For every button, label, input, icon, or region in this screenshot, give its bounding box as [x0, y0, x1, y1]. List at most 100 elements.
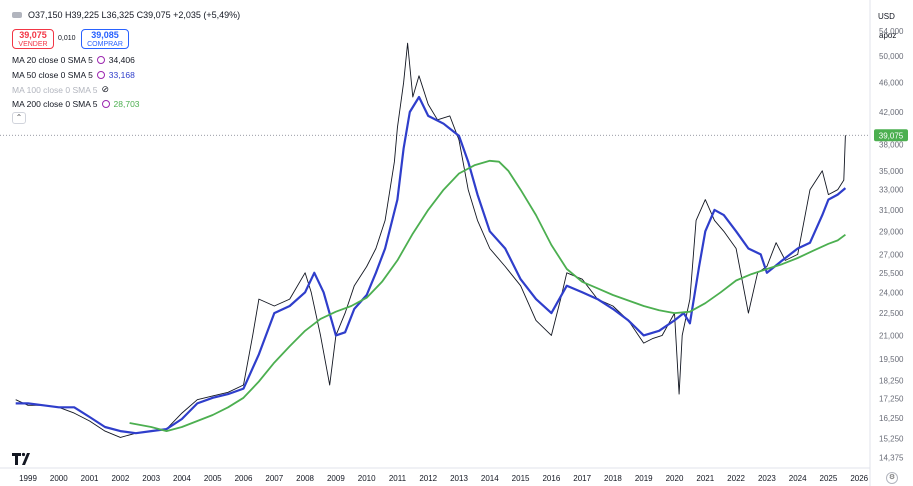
data-point-price: [15, 399, 16, 400]
data-point-price: [354, 285, 355, 286]
y-tick-label: 18,250: [879, 377, 904, 386]
data-point-ma50: [243, 388, 244, 389]
data-point-ma200: [320, 318, 321, 319]
settings-icon[interactable]: [96, 56, 105, 64]
data-point-ma200: [443, 189, 444, 190]
x-tick-label: 1999: [19, 474, 37, 483]
data-point-ma50: [428, 115, 429, 116]
data-point-ma200: [535, 214, 536, 215]
data-point-ma50: [628, 320, 629, 321]
currency-selector[interactable]: USD: [878, 12, 895, 21]
y-tick-label: 33,000: [879, 186, 904, 195]
data-point-ma200: [489, 160, 490, 161]
data-point-ma50: [797, 248, 798, 249]
data-point-price: [689, 299, 690, 300]
data-point-ma50: [212, 397, 213, 398]
data-point-ma200: [458, 173, 459, 174]
data-point-ma50: [120, 431, 121, 432]
data-point-price: [181, 412, 182, 413]
y-tick-label: 17,250: [879, 395, 904, 404]
data-point-ma200: [735, 280, 736, 281]
x-tick-label: 2017: [573, 474, 591, 483]
data-point-ma50: [782, 260, 783, 261]
y-tick-label: 38,000: [879, 140, 904, 149]
data-point-ma50: [289, 305, 290, 306]
data-point-ma50: [760, 254, 761, 255]
data-point-price: [735, 248, 736, 249]
data-point-ma200: [705, 303, 706, 304]
data-point-ma50: [659, 330, 660, 331]
eye-hidden-icon[interactable]: ⊘: [101, 84, 110, 94]
data-point-ma200: [289, 346, 290, 347]
data-point-price: [822, 170, 823, 171]
collapse-legend-button[interactable]: ⌃: [12, 112, 26, 124]
data-point-ma50: [345, 332, 346, 333]
data-point-ma200: [366, 297, 367, 298]
indicator-value: 34,406: [108, 55, 135, 65]
scale-mode-selector[interactable]: apoz: [879, 31, 897, 40]
indicator-ma20[interactable]: MA 20 close 0 SMA 5 34,406: [12, 55, 135, 65]
data-point-ma50: [822, 214, 823, 215]
x-tick-label: 2025: [820, 474, 838, 483]
data-point-ma50: [723, 214, 724, 215]
indicator-ma200[interactable]: MA 200 close 0 SMA 5 28,703: [12, 99, 140, 109]
data-point-price: [120, 437, 121, 438]
chart-settings-icon[interactable]: ⚙: [886, 472, 898, 484]
y-tick-label: 21,000: [879, 331, 904, 340]
data-point-ma200: [837, 240, 838, 241]
data-point-price: [843, 179, 844, 180]
data-point-ma50: [314, 272, 315, 273]
data-point-ma200: [782, 263, 783, 264]
x-tick-label: 2001: [81, 474, 99, 483]
buy-button[interactable]: 39,085 COMPRAR: [81, 29, 129, 49]
indicator-ma50[interactable]: MA 50 close 0 SMA 5 33,168: [12, 70, 135, 80]
buy-label: COMPRAR: [87, 41, 123, 48]
data-point-ma200: [551, 244, 552, 245]
data-point-ma50: [748, 248, 749, 249]
data-point-ma200: [628, 300, 629, 301]
y-tick-label: 16,250: [879, 414, 904, 423]
data-point-ma50: [643, 335, 644, 336]
x-tick-label: 2007: [265, 474, 283, 483]
y-tick-label: 27,000: [879, 250, 904, 259]
data-point-ma50: [89, 416, 90, 417]
data-point-price: [837, 189, 838, 190]
data-point-price: [418, 75, 419, 76]
series-line-ma200: [129, 159, 846, 433]
data-point-ma200: [766, 268, 767, 269]
data-point-ma200: [797, 257, 798, 258]
data-point-ma200: [197, 420, 198, 421]
data-point-ma200: [566, 268, 567, 269]
data-point-price: [252, 335, 253, 336]
spread-value: 0,010: [58, 35, 76, 42]
indicator-ma100[interactable]: MA 100 close 0 SMA 5 ⊘: [12, 84, 109, 95]
data-point-ma50: [74, 407, 75, 408]
y-tick-label: 25,500: [879, 269, 904, 278]
data-point-ma200: [520, 189, 521, 190]
settings-icon[interactable]: [101, 100, 110, 108]
indicator-label: MA 50 close 0 SMA 5: [12, 70, 93, 80]
x-tick-label: 2019: [635, 474, 653, 483]
data-point-price: [89, 420, 90, 421]
data-point-price: [403, 82, 404, 83]
x-tick-label: 2015: [512, 474, 530, 483]
data-point-ma200: [428, 209, 429, 210]
data-point-ma50: [104, 426, 105, 427]
settings-icon[interactable]: [96, 71, 105, 79]
x-tick-label: 2008: [296, 474, 314, 483]
data-point-ma50: [845, 187, 846, 188]
data-point-ma50: [15, 403, 16, 404]
data-point-ma200: [474, 165, 475, 166]
sell-button[interactable]: 39,075 VENDER: [12, 29, 54, 49]
data-point-ma200: [181, 426, 182, 427]
x-tick-label: 2006: [235, 474, 253, 483]
data-point-ma50: [58, 407, 59, 408]
data-point-ma50: [375, 272, 376, 273]
series-line-price: [15, 42, 846, 438]
x-tick-label: 2021: [696, 474, 714, 483]
data-point-ma50: [766, 272, 767, 273]
last-price-badge: [874, 129, 908, 142]
data-point-ma50: [166, 428, 167, 429]
x-tick-label: 2022: [727, 474, 745, 483]
